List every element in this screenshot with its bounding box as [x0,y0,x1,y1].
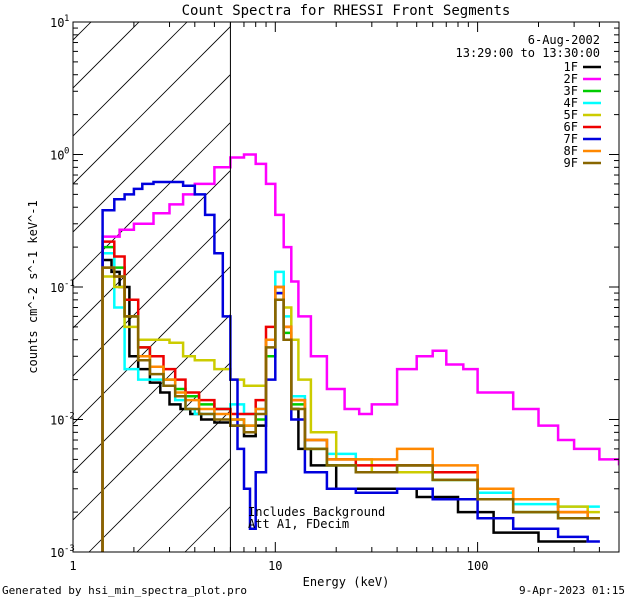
x-tick-label: 1 [69,559,76,573]
y-tick-exponent: -3 [64,544,75,554]
y-tick-label: 10 -2 [50,412,75,428]
hatch-line [73,74,231,233]
y-tick-base: 10 [50,149,64,163]
attenuator-note: Att A1, FDecim [248,517,349,531]
series-line-2F [101,153,619,552]
series-line-7F [101,180,600,552]
y-tick-label: 10 -1 [50,279,75,295]
legend-label-1F: 1F [564,60,578,74]
hatch-line [73,26,231,185]
y-tick-label: 10 0 [50,147,69,163]
annotation-time-range: 13:29:00 to 13:30:00 [456,46,601,60]
hatch-line [73,266,231,425]
legend-label-2F: 2F [564,72,578,86]
legend-label-3F: 3F [564,84,578,98]
plot-frame [72,21,620,553]
hatch-line [73,170,231,329]
axis-ticks [72,21,620,553]
y-tick-base: 10 [50,546,64,560]
footer-generated-by: Generated by hsi_min_spectra_plot.pro [2,584,247,597]
chart-title: Count Spectra for RHESSI Front Segments [182,3,511,19]
series-layer [101,153,619,552]
series-line-9F [101,266,600,552]
hatch-line [73,122,231,281]
legend-label-5F: 5F [564,108,578,122]
background-note: Includes Background [248,505,385,519]
y-tick-base: 10 [50,281,64,295]
hatch-line [73,22,140,89]
header-annotation: 6-Aug-2002 13:29:00 to 13:30:00 [456,33,601,60]
hatch-line [0,0,113,552]
hatch-line [73,22,92,41]
x-tick-label: 10 [268,559,282,573]
y-tick-base: 10 [50,16,64,30]
hatch-line [73,22,188,137]
y-axis-label: counts cm^-2 s^-1 keV^-1 [26,200,40,373]
y-tick-exponent: 1 [64,14,69,24]
legend-label-8F: 8F [564,144,578,158]
legend-label-9F: 9F [564,156,578,170]
y-tick-label: 10 1 [50,14,69,30]
legend-label-7F: 7F [564,132,578,146]
y-tick-base: 10 [50,414,64,428]
y-tick-labels: 10 -3 10 -2 10 -1 10 0 10 1 [50,14,75,560]
y-tick-label: 10 -3 [50,544,75,560]
annotation-date: 6-Aug-2002 [528,33,600,47]
y-tick-exponent: 0 [64,147,69,157]
hatched-region [0,0,231,552]
y-tick-exponent: -1 [64,279,75,289]
hatch-line [73,218,231,377]
legend-label-4F: 4F [564,96,578,110]
hatch-line [73,314,231,473]
hatch-line [88,410,231,552]
legend-label-6F: 6F [564,120,578,134]
footer-timestamp: 9-Apr-2023 01:15 [519,584,625,597]
y-tick-exponent: -2 [64,412,75,422]
x-axis-label: Energy (keV) [303,575,390,589]
x-tick-labels: 1 10 100 [69,559,488,573]
x-tick-label: 100 [467,559,489,573]
hatch-line [73,362,231,521]
